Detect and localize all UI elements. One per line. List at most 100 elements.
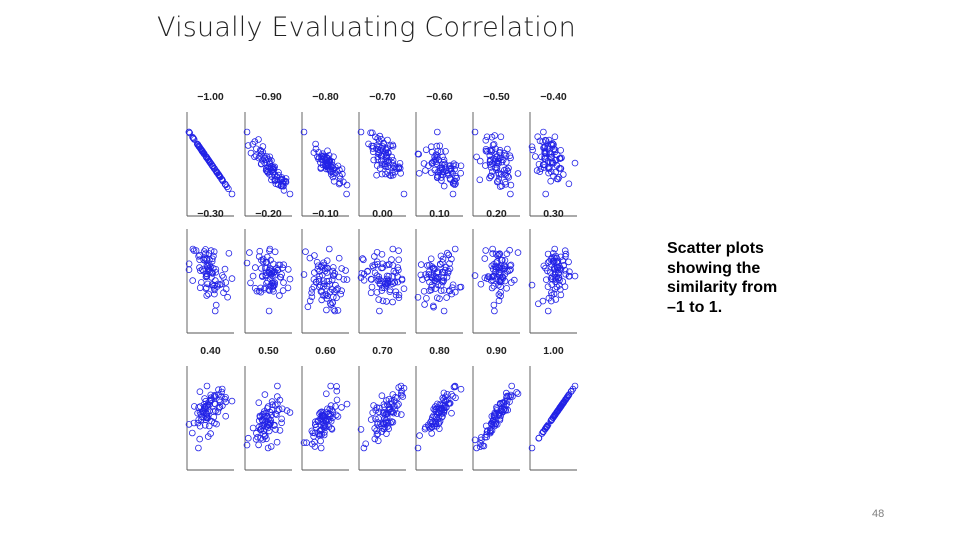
scatter-point xyxy=(507,266,514,273)
scatter-point xyxy=(273,411,280,418)
scatter-point xyxy=(324,405,331,413)
scatter-point xyxy=(552,252,559,260)
scatter-point xyxy=(400,190,408,198)
scatter-point xyxy=(211,286,218,294)
scatter-point xyxy=(196,284,204,292)
scatter-point xyxy=(495,251,503,259)
scatter-point xyxy=(201,150,208,158)
scatter-point xyxy=(551,148,559,156)
scatter-point xyxy=(309,429,317,437)
scatter-point xyxy=(373,431,381,439)
scatter-point xyxy=(435,420,442,428)
scatter-point xyxy=(200,149,208,157)
scatter-point xyxy=(195,252,202,260)
scatter-point xyxy=(376,132,384,140)
scatter-point xyxy=(320,277,327,285)
scatter-point xyxy=(215,404,223,412)
scatter-point xyxy=(195,404,202,411)
scatter-point xyxy=(221,265,229,273)
scatter-point xyxy=(314,265,322,273)
scatter-point xyxy=(498,256,505,264)
scatter-point xyxy=(325,245,333,253)
scatter-point xyxy=(331,403,339,410)
scatter-point xyxy=(367,289,375,297)
scatter-point xyxy=(387,142,394,150)
scatter-point xyxy=(358,269,366,277)
panel-label: −0.90 xyxy=(255,91,282,103)
scatter-point xyxy=(255,417,263,425)
scatter-point xyxy=(492,259,500,267)
scatter-point xyxy=(451,245,459,253)
scatter-point xyxy=(498,265,506,272)
scatter-point xyxy=(505,174,513,181)
panel-label: −0.50 xyxy=(483,91,510,103)
scatter-point xyxy=(565,258,572,266)
scatter-point xyxy=(273,393,281,400)
scatter-point xyxy=(550,258,558,266)
scatter-point xyxy=(323,257,331,265)
scatter-point xyxy=(507,391,515,399)
scatter-point xyxy=(317,288,325,295)
scatter-point xyxy=(215,171,222,178)
scatter-point xyxy=(312,140,319,148)
scatter-point xyxy=(440,396,448,403)
scatter-point xyxy=(555,274,562,282)
scatter-point xyxy=(384,136,391,144)
scatter-point xyxy=(494,252,501,259)
scatter-point xyxy=(268,157,275,164)
scatter-point xyxy=(218,385,226,393)
scatter-point xyxy=(386,171,393,179)
scatter-point xyxy=(259,148,267,156)
scatter-point xyxy=(439,255,447,263)
scatter-point xyxy=(385,272,393,280)
scatter-point xyxy=(244,142,252,149)
scatter-point xyxy=(343,400,351,408)
scatter-point xyxy=(488,172,495,180)
scatter-point xyxy=(189,133,196,141)
scatter-panel: 0.50 xyxy=(243,345,294,471)
scatter-point xyxy=(537,165,545,173)
scatter-panel: 1.00 xyxy=(528,345,579,471)
scatter-point xyxy=(204,280,211,288)
scatter-point xyxy=(569,385,577,393)
scatter-point xyxy=(306,297,314,305)
scatter-point xyxy=(195,142,202,150)
scatter-point xyxy=(261,413,268,420)
scatter-point xyxy=(531,153,539,160)
scatter-point xyxy=(449,190,457,198)
scatter-point xyxy=(310,149,318,156)
scatter-point xyxy=(486,174,493,182)
scatter-point xyxy=(417,271,425,279)
scatter-point xyxy=(442,404,450,411)
scatter-point xyxy=(378,170,386,178)
scatter-point xyxy=(436,142,444,150)
scatter-point xyxy=(343,181,351,189)
scatter-point xyxy=(249,272,257,280)
scatter-point xyxy=(378,264,385,272)
scatter-point xyxy=(211,307,219,315)
scatter-point xyxy=(321,423,329,431)
scatter-point xyxy=(561,266,569,274)
scatter-point xyxy=(274,407,281,415)
panel-label: 0.70 xyxy=(372,345,393,357)
scatter-point xyxy=(286,275,294,283)
scatter-point xyxy=(252,152,260,159)
scatter-point xyxy=(439,278,447,286)
scatter-point xyxy=(440,159,448,166)
scatter-point xyxy=(304,303,312,311)
scatter-point xyxy=(433,275,440,283)
scatter-point xyxy=(269,401,276,409)
scatter-point xyxy=(189,429,196,437)
scatter-point xyxy=(457,385,465,393)
scatter-point xyxy=(316,283,323,291)
scatter-point xyxy=(323,264,331,272)
scatter-point xyxy=(490,272,497,280)
scatter-point xyxy=(486,426,494,434)
scatter-point xyxy=(380,401,388,408)
scatter-point xyxy=(507,181,515,189)
scatter-point xyxy=(547,177,554,185)
scatter-point xyxy=(389,262,397,269)
scatter-point xyxy=(306,254,314,262)
scatter-point xyxy=(264,444,272,452)
scatter-point xyxy=(529,146,536,154)
